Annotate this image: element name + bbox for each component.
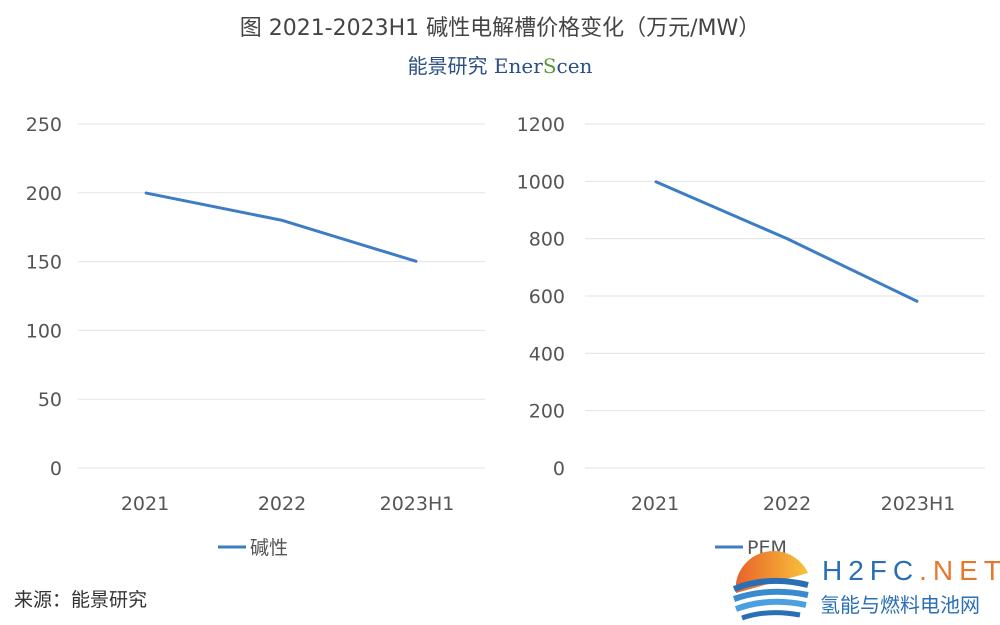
y-tick-label: 50 [38, 389, 62, 411]
y-tick-label: 150 [26, 252, 62, 274]
y-tick-label: 800 [529, 229, 565, 251]
source-note: 来源：能景研究 [14, 589, 148, 611]
x-tick-label: 2022 [258, 493, 306, 515]
y-tick-label: 0 [553, 458, 565, 480]
series-line-碱性 [144, 191, 418, 264]
x-tick-label: 2021 [631, 493, 679, 515]
x-tick-label: 2021 [121, 493, 169, 515]
watermark-en-b: .NET [919, 555, 1000, 586]
legend-label: 碱性 [250, 537, 288, 559]
data-point [416, 261, 418, 263]
watermark-en-a: H2FC [822, 555, 920, 586]
y-tick-label: 200 [26, 183, 62, 205]
data-point [654, 180, 656, 182]
y-tick-label: 600 [529, 286, 565, 308]
watermark-cn: 氢能与燃料电池网 [820, 593, 980, 617]
y-tick-label: 200 [529, 401, 565, 423]
data-point [281, 219, 283, 221]
watermark: H2FC.NET 氢能与燃料电池网 [728, 545, 1000, 625]
brand-en-a: Ener [493, 54, 543, 78]
y-tick-label: 100 [26, 320, 62, 342]
y-tick-label: 250 [26, 114, 62, 136]
brand-logo: 能景研究 EnerScen [0, 50, 1000, 79]
brand-en-b: S [542, 54, 557, 78]
y-tick-label: 400 [529, 343, 565, 365]
chart-title: 图 2021-2023H1 碱性电解槽价格变化（万元/MW） [239, 16, 761, 41]
brand-en-c: cen [556, 54, 593, 78]
x-tick-label: 2022 [763, 493, 811, 515]
series-line-PEM [654, 179, 919, 304]
x-tick-label: 2023H1 [380, 493, 455, 515]
watermark-sun-wave-icon [732, 550, 809, 621]
data-point [786, 238, 788, 240]
y-tick-label: 1200 [517, 114, 565, 136]
y-tick-label: 1000 [517, 171, 565, 193]
brand-cn: 能景研究 [407, 54, 488, 78]
x-tick-label: 2023H1 [881, 493, 956, 515]
data-point [144, 192, 146, 194]
watermark-en: H2FC.NET [822, 555, 1000, 587]
data-point [917, 301, 919, 303]
y-tick-label: 0 [50, 458, 62, 480]
